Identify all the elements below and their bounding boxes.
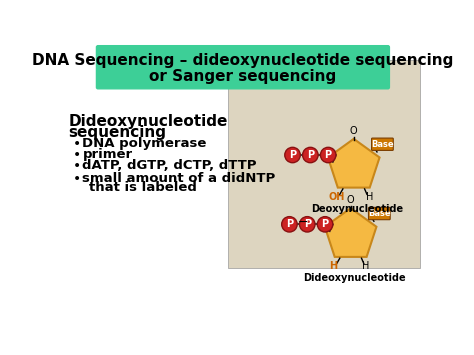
- Text: •: •: [73, 148, 81, 162]
- Circle shape: [282, 217, 297, 232]
- Text: •: •: [73, 172, 81, 186]
- Text: Dideoxynucleotide: Dideoxynucleotide: [69, 114, 228, 129]
- Text: Base: Base: [371, 140, 394, 149]
- Text: Dideoxynucleotide: Dideoxynucleotide: [303, 273, 406, 283]
- Text: OH: OH: [328, 192, 345, 202]
- Text: dATP, dGTP, dCTP, dTTP: dATP, dGTP, dCTP, dTTP: [82, 159, 257, 172]
- Text: P: P: [286, 219, 293, 229]
- Circle shape: [302, 147, 318, 163]
- Polygon shape: [328, 139, 380, 187]
- Text: O: O: [349, 126, 357, 136]
- Text: P: P: [304, 219, 311, 229]
- Circle shape: [320, 147, 336, 163]
- FancyBboxPatch shape: [228, 60, 420, 268]
- Text: Base: Base: [368, 209, 391, 218]
- Polygon shape: [325, 208, 376, 257]
- Text: •: •: [73, 159, 81, 173]
- Text: DNA Sequencing – dideoxynucleotide sequencing: DNA Sequencing – dideoxynucleotide seque…: [32, 53, 454, 67]
- Text: •: •: [73, 137, 81, 151]
- Text: small amount of a didNTP: small amount of a didNTP: [82, 172, 276, 185]
- Text: Deoxynucleotide: Deoxynucleotide: [311, 203, 404, 213]
- Text: −: −: [298, 215, 309, 229]
- Text: O: O: [346, 195, 354, 205]
- Circle shape: [285, 147, 300, 163]
- Text: sequencing: sequencing: [69, 125, 166, 140]
- Text: P: P: [321, 219, 328, 229]
- Text: H: H: [329, 261, 337, 271]
- Circle shape: [317, 217, 333, 232]
- Text: or Sanger sequencing: or Sanger sequencing: [149, 69, 337, 83]
- Text: P: P: [307, 150, 314, 160]
- Text: H: H: [365, 192, 373, 202]
- Text: H: H: [363, 261, 370, 271]
- FancyBboxPatch shape: [96, 46, 390, 89]
- Circle shape: [300, 217, 315, 232]
- Text: P: P: [289, 150, 296, 160]
- Text: primer: primer: [82, 148, 133, 161]
- Text: DNA polymerase: DNA polymerase: [82, 137, 207, 150]
- FancyBboxPatch shape: [368, 207, 390, 220]
- FancyBboxPatch shape: [372, 138, 393, 151]
- Text: P: P: [325, 150, 332, 160]
- Text: that is labeled: that is labeled: [89, 181, 197, 194]
